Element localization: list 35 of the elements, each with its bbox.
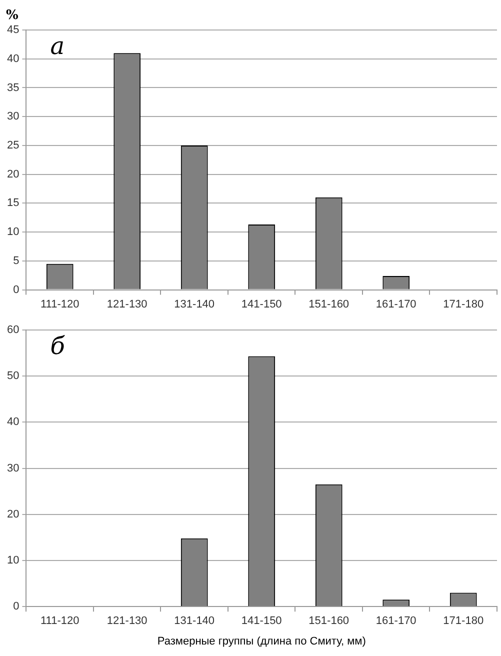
- y-tick-label: 45: [6, 24, 20, 36]
- y-tick-label: 40: [6, 52, 20, 65]
- x-tick-label: 171-180: [443, 615, 484, 628]
- x-tick-label: 141-150: [241, 615, 282, 628]
- x-tick-label: 111-120: [40, 298, 80, 310]
- x-tick-label: 111-120: [40, 615, 80, 628]
- y-axis-title: %: [6, 8, 19, 23]
- x-axis-title: Размерные группы (длина по Смиту, мм): [157, 635, 366, 648]
- x-tick-label: 121-130: [106, 298, 148, 310]
- y-tick-label: 0: [13, 600, 20, 613]
- y-tick-label: 20: [6, 168, 20, 180]
- y-tick-label: 0: [13, 284, 20, 296]
- y-tick-label: 50: [6, 370, 20, 382]
- x-tick-label: 171-180: [443, 298, 484, 310]
- x-tick-label: 161-170: [376, 615, 416, 628]
- y-tick-label: 30: [6, 462, 20, 474]
- x-tick-label: 121-130: [106, 615, 148, 628]
- y-tick-label: 20: [6, 508, 20, 520]
- y-tick-label: 10: [6, 226, 20, 238]
- x-tick-label: 141-150: [241, 298, 282, 310]
- x-tick-label: 151-160: [308, 615, 350, 628]
- y-tick-label: 25: [6, 140, 20, 152]
- x-tick-label: 131-140: [174, 298, 215, 310]
- y-tick-label: 5: [13, 254, 20, 267]
- annotation: б: [50, 332, 66, 360]
- annotation: а: [50, 32, 65, 60]
- y-tick-label: 60: [6, 324, 20, 336]
- y-tick-label: 35: [6, 82, 20, 94]
- x-tick-label: 131-140: [174, 615, 215, 628]
- y-tick-label: 15: [6, 197, 20, 210]
- y-tick-label: 30: [6, 110, 20, 123]
- y-tick-label: 10: [6, 554, 20, 567]
- x-tick-label: 161-170: [376, 298, 416, 310]
- x-tick-label: 151-160: [308, 298, 350, 310]
- y-tick-label: 40: [6, 416, 20, 428]
